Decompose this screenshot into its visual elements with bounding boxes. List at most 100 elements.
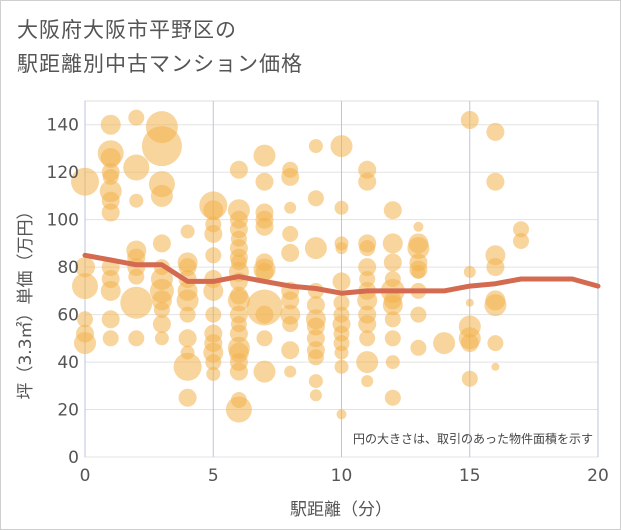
title-line-2: 駅距離別中古マンション価格	[17, 52, 303, 76]
data-bubble	[486, 258, 505, 277]
data-bubble	[486, 172, 505, 191]
x-tick-label: 10	[331, 466, 353, 486]
data-bubble	[205, 354, 222, 371]
data-bubble	[128, 330, 145, 347]
data-bubble	[304, 237, 327, 260]
data-bubble	[334, 345, 349, 360]
y-tick-label: 80	[57, 258, 79, 278]
data-bubble	[141, 126, 182, 167]
data-bubble	[334, 359, 349, 374]
y-tick-label: 40	[57, 353, 79, 373]
data-bubble	[255, 305, 274, 324]
data-bubble	[123, 154, 150, 181]
data-bubble	[173, 352, 202, 381]
data-bubble	[255, 262, 274, 281]
data-bubble	[72, 273, 98, 300]
y-axis-label: 坪（3.3㎡）単価（万円）	[16, 202, 36, 399]
chart-note: 円の大きさは、取引のあった物件面積を示す	[353, 431, 593, 446]
data-bubble	[229, 160, 248, 179]
data-bubble	[486, 122, 505, 141]
data-bubble	[227, 289, 250, 312]
y-tick-label: 60	[57, 306, 79, 326]
data-bubble	[382, 233, 403, 254]
data-bubble	[255, 172, 274, 191]
data-bubble	[150, 184, 173, 207]
data-bubble	[253, 360, 276, 383]
data-bubble	[307, 190, 324, 207]
data-bubble	[335, 242, 348, 255]
data-bubble	[384, 311, 401, 328]
data-bubble	[178, 329, 197, 348]
x-tick-label: 20	[587, 466, 609, 486]
data-bubble	[513, 221, 529, 238]
x-tick-label: 0	[80, 466, 91, 486]
data-bubble	[463, 265, 476, 278]
x-tick-labels: 0 5 10 15 20	[80, 466, 609, 486]
data-bubble	[306, 296, 325, 315]
data-bubble	[154, 331, 169, 346]
data-bubble	[358, 315, 377, 334]
data-bubble	[460, 111, 479, 129]
data-bubble	[359, 330, 376, 347]
y-tick-label: 0	[68, 448, 79, 468]
data-bubble	[120, 286, 153, 319]
data-bubble	[384, 330, 401, 347]
trend-line	[82, 252, 601, 296]
data-bubble	[255, 217, 274, 236]
chart-title: 大阪府大阪市平野区の 駅距離別中古マンション価格	[17, 13, 303, 81]
data-bubble	[282, 225, 299, 242]
data-bubble	[256, 330, 273, 347]
data-bubble	[330, 135, 353, 158]
y-tick-label: 20	[57, 401, 79, 421]
data-bubble	[307, 349, 324, 366]
data-bubble	[153, 301, 170, 318]
data-bubble	[281, 243, 300, 262]
title-line-1: 大阪府大阪市平野区の	[17, 18, 237, 42]
data-bubble	[282, 316, 299, 333]
data-bubble	[410, 339, 427, 356]
data-bubble	[383, 253, 402, 272]
data-bubble	[205, 247, 222, 264]
data-bubble	[309, 389, 322, 402]
data-bubble	[359, 240, 376, 257]
data-bubble	[491, 362, 500, 371]
y-tick-label: 100	[47, 211, 79, 231]
data-bubble	[101, 310, 120, 329]
data-bubble	[225, 396, 252, 423]
data-bubble	[487, 335, 504, 352]
data-bubble	[129, 193, 144, 208]
trend-line-group	[82, 252, 601, 296]
data-bubble	[229, 362, 248, 381]
y-tick-label: 120	[47, 163, 79, 183]
bubbles	[71, 109, 529, 423]
x-axis-label: 駅距離（分）	[290, 500, 392, 520]
data-bubble	[77, 311, 93, 328]
data-bubble	[102, 168, 119, 185]
data-bubble	[100, 114, 121, 135]
data-bubble	[101, 203, 120, 222]
data-bubble	[180, 224, 195, 239]
data-bubble	[281, 341, 300, 360]
data-bubble	[332, 272, 351, 291]
data-bubble	[308, 139, 323, 154]
data-bubble	[281, 167, 300, 186]
data-bubble	[411, 264, 426, 279]
data-bubble	[253, 144, 276, 167]
data-bubble	[358, 258, 377, 277]
data-bubble	[179, 306, 196, 323]
data-bubble	[100, 280, 121, 301]
data-bubble	[204, 224, 223, 243]
data-bubble	[433, 332, 456, 355]
data-bubble	[333, 294, 350, 311]
data-bubble	[152, 315, 171, 334]
data-bubble	[407, 237, 430, 260]
y-tick-labels: 0 20 40 60 80 100 120 140	[47, 116, 79, 468]
data-bubble	[205, 306, 222, 323]
data-bubble	[465, 298, 474, 307]
data-bubble	[75, 257, 95, 278]
data-bubble	[203, 200, 224, 221]
data-bubble	[356, 351, 379, 374]
data-bubble	[336, 409, 347, 420]
x-tick-label: 15	[459, 466, 481, 486]
